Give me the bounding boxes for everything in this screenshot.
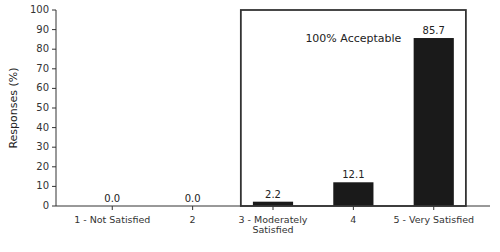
y-tick [52, 68, 56, 69]
y-tick [52, 10, 56, 11]
chart: 0 10 20 30 40 50 60 70 80 90 100 Responses (%) 1 - N… [0, 0, 500, 252]
y-tick-label: 40 [36, 122, 49, 133]
y-tick [52, 206, 56, 207]
highlight-box [241, 10, 466, 206]
y-tick-label: 50 [36, 102, 49, 113]
data-label: 0.0 [185, 193, 201, 204]
y-tick-label: 100 [30, 4, 49, 15]
x-tick-label-line: 3 - Moderately [239, 214, 308, 225]
y-tick-label: 0 [43, 200, 49, 211]
y-tick-label: 60 [36, 82, 49, 93]
y-tick-label: 80 [36, 43, 49, 54]
x-tick-label: 3 - ModeratelySatisfied [239, 214, 308, 236]
y-tick [52, 147, 56, 148]
x-tick-label-line: 2 [190, 214, 196, 225]
x-tick-label: 1 - Not Satisfied [74, 214, 150, 225]
data-label: 85.7 [423, 25, 445, 36]
data-label: 0.0 [104, 193, 120, 204]
y-tick-label: 30 [36, 141, 49, 152]
y-tick [52, 166, 56, 167]
bar [414, 38, 454, 206]
x-tick-label-line: 5 - Very Satisfied [393, 214, 474, 225]
y-tick [52, 108, 56, 109]
bars [253, 38, 454, 206]
y-tick-label: 20 [36, 161, 49, 172]
y-tick [52, 127, 56, 128]
y-tick-label: 10 [36, 180, 49, 191]
data-label: 2.2 [265, 189, 281, 200]
y-tick [52, 186, 56, 187]
y-tick-label: 70 [36, 63, 49, 74]
annotation: 100% Acceptable [305, 32, 401, 45]
x-tick [112, 206, 113, 210]
y-tick [52, 49, 56, 50]
x-tick-label: 4 [350, 214, 356, 225]
x-tick-label: 2 [190, 214, 196, 225]
y-tick [52, 29, 56, 30]
data-label: 12.1 [342, 169, 364, 180]
x-tick [192, 206, 193, 210]
x-tick-label: 5 - Very Satisfied [393, 214, 474, 225]
bar [333, 182, 373, 206]
x-tick-label-line: 4 [350, 214, 356, 225]
x-tick-label-line: 1 - Not Satisfied [74, 214, 150, 225]
y-tick [52, 88, 56, 89]
y-axis-label: Responses (%) [7, 67, 20, 148]
x-tick-label-line: Satisfied [252, 224, 293, 235]
y-tick-label: 90 [36, 24, 49, 35]
